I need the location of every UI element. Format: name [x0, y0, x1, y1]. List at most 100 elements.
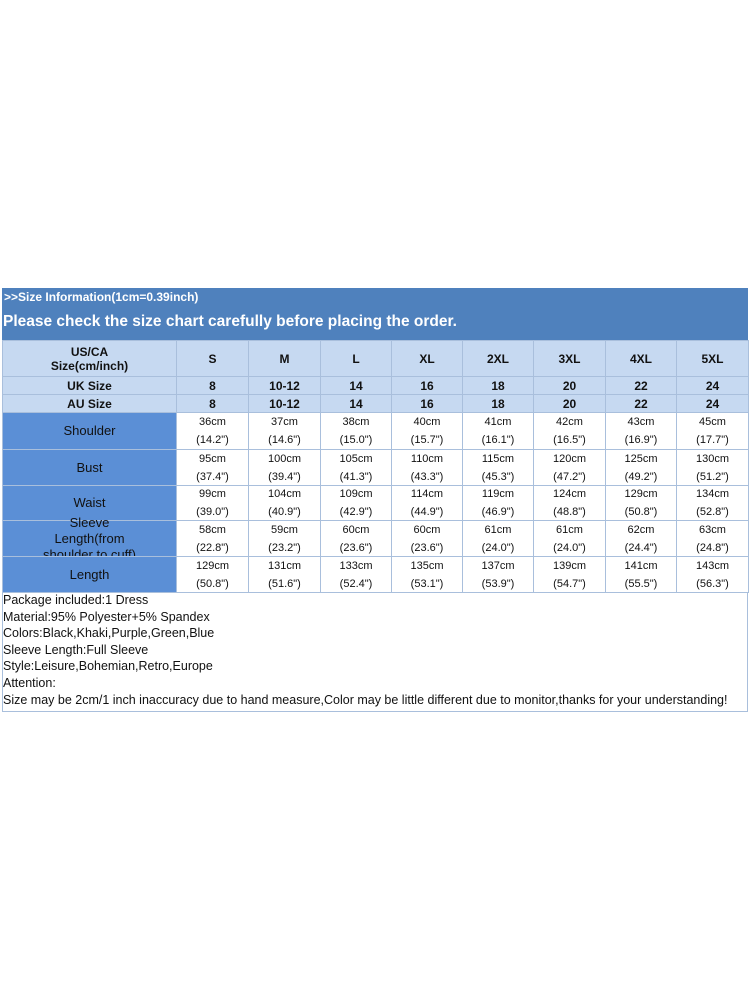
size-value: 14: [320, 394, 392, 413]
measure-cell: 61cm (24.0"): [462, 520, 534, 557]
measure-cell: 105cm (41.3"): [320, 449, 392, 486]
inch-value: (17.7"): [696, 434, 729, 446]
inch-value: (16.9"): [624, 434, 658, 446]
size-header: 3XL: [533, 340, 606, 377]
measure-label: Waist: [2, 485, 177, 521]
measure-cell: 99cm (39.0"): [176, 485, 249, 521]
measure-label: Shoulder: [2, 412, 177, 450]
size-value: 16: [391, 394, 463, 413]
inch-value: (48.8"): [553, 506, 586, 518]
cm-value: 40cm: [413, 416, 441, 428]
cm-value: 135cm: [410, 559, 444, 572]
cm-value: 38cm: [342, 416, 370, 428]
measure-cell: 59cm (23.2"): [248, 520, 321, 557]
cm-value: 62cm: [627, 523, 655, 536]
inch-value: (43.3"): [410, 470, 444, 483]
inch-value: (51.6"): [268, 577, 301, 590]
size-value: 18: [462, 376, 534, 395]
size-header: 4XL: [605, 340, 677, 377]
cm-value: 61cm: [484, 523, 512, 536]
measure-cell: 95cm (37.4"): [176, 449, 249, 486]
cm-value: 45cm: [699, 416, 726, 428]
measure-cell: 104cm (40.9"): [248, 485, 321, 521]
cm-value: 115cm: [481, 452, 515, 465]
inch-value: (53.9"): [481, 577, 515, 590]
measure-cell: 114cm (44.9"): [391, 485, 463, 521]
size-value: 20: [533, 376, 606, 395]
cm-value: 109cm: [339, 488, 373, 500]
inch-value: (22.8"): [196, 541, 229, 554]
cm-value: 124cm: [552, 488, 587, 500]
size-value: 10-12: [248, 394, 321, 413]
cm-value: 99cm: [199, 488, 226, 500]
measure-label: Sleeve Length(from shoulder to cuff): [2, 515, 177, 562]
measure-cell: 115cm (45.3"): [462, 449, 534, 486]
cm-value: 59cm: [271, 523, 298, 536]
inch-value: (54.7"): [553, 577, 586, 590]
measure-cell: 60cm (23.6"): [320, 520, 392, 557]
cm-value: 36cm: [199, 416, 226, 428]
note-line: Material:95% Polyester+5% Spandex: [3, 609, 210, 624]
inch-value: (44.9"): [410, 506, 444, 518]
inch-value: (41.3"): [339, 470, 373, 483]
inch-value: (23.2"): [268, 541, 301, 554]
cm-value: 43cm: [627, 416, 655, 428]
inch-value: (24.0"): [553, 541, 586, 554]
note-line: Attention:: [3, 676, 56, 690]
inch-value: (16.1"): [481, 434, 515, 446]
row-label: AU Size: [2, 394, 177, 413]
note-line: Size may be 2cm/1 inch inaccuracy due to…: [3, 692, 728, 707]
notes-frame: [2, 592, 748, 712]
measure-cell: 131cm (51.6"): [248, 556, 321, 593]
note-line: Sleeve Length:Full Sleeve: [3, 642, 149, 657]
inch-value: (39.0"): [196, 506, 229, 518]
measure-cell: 60cm (23.6"): [391, 520, 463, 557]
cm-value: 110cm: [410, 452, 444, 465]
measure-cell: 124cm (48.8"): [533, 485, 606, 521]
cm-value: 131cm: [267, 559, 302, 572]
cm-value: 61cm: [556, 523, 583, 536]
cm-value: 100cm: [267, 452, 302, 465]
size-header: L: [320, 340, 392, 377]
measure-cell: 125cm (49.2"): [605, 449, 677, 486]
note-line: Style:Leisure,Bohemian,Retro,Europe: [3, 659, 213, 674]
measure-cell: 119cm (46.9"): [462, 485, 534, 521]
header-label: Size(cm/inch): [50, 358, 129, 373]
cm-value: 60cm: [342, 523, 370, 536]
size-header: 2XL: [462, 340, 534, 377]
measure-cell: 61cm (24.0"): [533, 520, 606, 557]
measure-cell: 43cm (16.9"): [605, 412, 677, 450]
cm-value: 137cm: [481, 559, 515, 572]
cm-value: 37cm: [271, 416, 298, 428]
size-value: 20: [533, 394, 606, 413]
cm-value: 133cm: [339, 559, 373, 572]
size-value: 16: [391, 376, 463, 395]
note-line: Colors:Black,Khaki,Purple,Green,Blue: [3, 626, 215, 641]
size-info: >>Size Information(1cm=0.39inch): [4, 290, 199, 304]
note-line: Package included:1 Dress: [3, 593, 149, 607]
inch-value: (46.9"): [481, 506, 515, 518]
measure-cell: 139cm (54.7"): [533, 556, 606, 593]
measure-cell: 129cm (50.8"): [605, 485, 677, 521]
inch-value: (24.8"): [696, 541, 729, 554]
inch-value: (42.9"): [339, 506, 373, 518]
size-value: 24: [676, 394, 749, 413]
header-label: US/CA: [70, 344, 109, 359]
measure-cell: 137cm (53.9"): [462, 556, 534, 593]
measure-cell: 62cm (24.4"): [605, 520, 677, 557]
measure-cell: 36cm (14.2"): [176, 412, 249, 450]
measure-cell: 41cm (16.1"): [462, 412, 534, 450]
measure-cell: 134cm (52.8"): [676, 485, 749, 521]
cm-value: 129cm: [624, 488, 658, 500]
inch-value: (14.2"): [196, 434, 229, 446]
size-value: 22: [605, 394, 677, 413]
inch-value: (16.5"): [553, 434, 586, 446]
size-value: 22: [605, 376, 677, 395]
size-value: 8: [176, 394, 249, 413]
header-cell: US/CA Size(cm/inch): [2, 340, 177, 377]
inch-value: (50.8"): [196, 577, 229, 590]
size-header: S: [176, 340, 249, 377]
cm-value: 63cm: [699, 523, 726, 536]
cm-value: 41cm: [484, 416, 512, 428]
cm-value: 42cm: [556, 416, 583, 428]
